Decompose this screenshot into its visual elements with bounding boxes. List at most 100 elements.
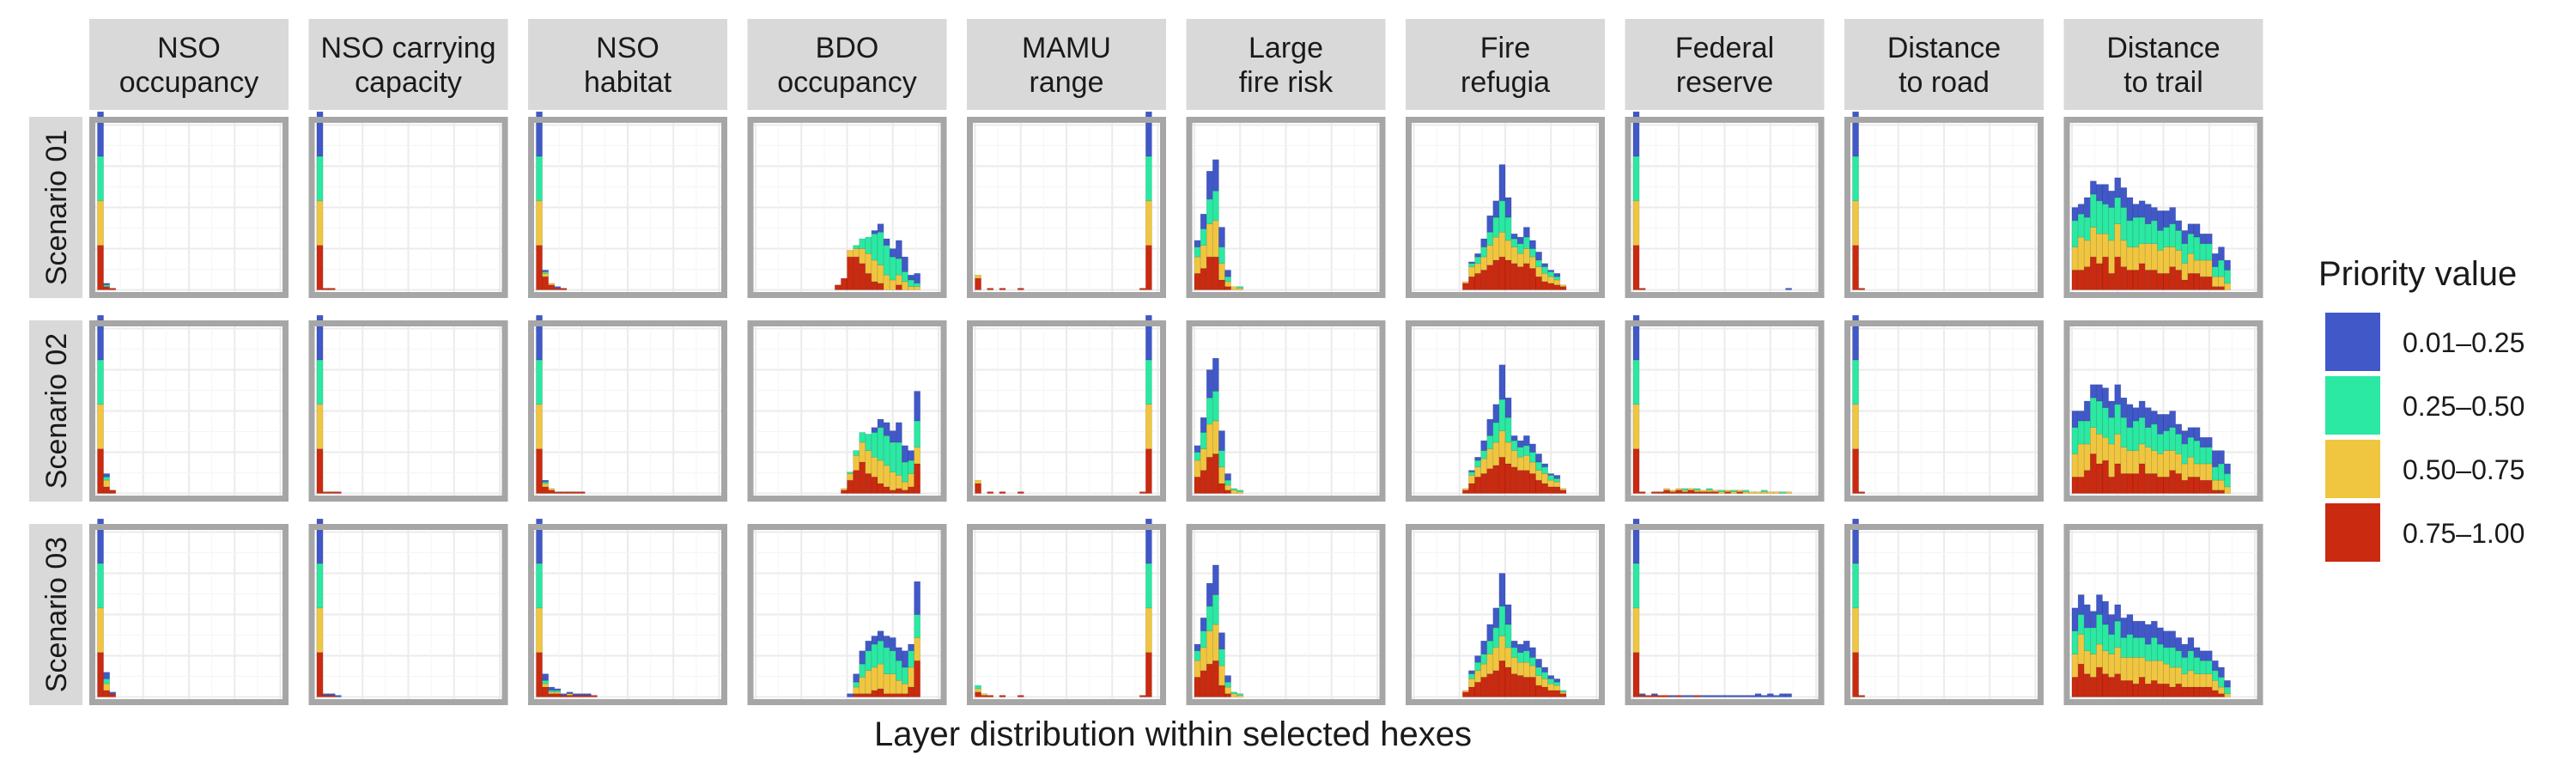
bar-segment	[2169, 666, 2177, 688]
bar-segment	[548, 490, 556, 494]
bar-segment	[883, 486, 890, 494]
panel-nso_hab-row2	[528, 314, 727, 502]
bar-segment	[1480, 247, 1487, 258]
bar-segment	[2151, 620, 2158, 638]
bar-segment	[1559, 693, 1567, 697]
bar-segment	[1687, 490, 1695, 494]
bar-segment	[1492, 647, 1500, 672]
bar-segment	[2144, 624, 2152, 645]
bar-segment	[883, 245, 890, 276]
bar-segment	[328, 288, 336, 290]
bar-segment	[2151, 679, 2158, 697]
column-strip-label: range	[1030, 66, 1104, 99]
bar-segment	[1852, 518, 1859, 564]
panel-road-row2	[1844, 314, 2044, 502]
bar-segment	[908, 486, 914, 494]
bar-segment	[1218, 430, 1225, 451]
bar-segment	[2175, 473, 2183, 494]
bar-segment	[103, 473, 110, 478]
bar-segment	[1516, 253, 1524, 267]
bar-segment	[847, 472, 854, 474]
bar-segment	[1498, 200, 1506, 233]
bar-segment	[2175, 666, 2183, 685]
bar-segment	[1480, 677, 1487, 697]
bar-segment	[2096, 434, 2103, 465]
bar-segment	[2218, 247, 2225, 261]
bar-segment	[2193, 259, 2201, 274]
bar-segment	[1724, 490, 1731, 492]
bar-segment	[2132, 204, 2140, 218]
bar-segment	[2175, 650, 2183, 668]
row-strip-background	[29, 117, 82, 298]
bar-segment	[1669, 490, 1676, 492]
bar-segment	[2218, 450, 2225, 465]
bar-segment	[1236, 490, 1244, 492]
bar-segment	[1206, 456, 1213, 494]
bar-segment	[1474, 476, 1481, 494]
bar-segment	[536, 404, 543, 449]
panel-border	[308, 320, 508, 502]
bar-segment	[1200, 432, 1207, 449]
bar-segment	[1139, 288, 1146, 290]
bar-segment	[1145, 155, 1152, 202]
bar-segment	[536, 518, 543, 564]
bar-segment	[97, 200, 104, 246]
panel-border	[89, 320, 289, 502]
bar-segment	[1529, 443, 1536, 453]
bar-segment	[2187, 670, 2195, 688]
panel-border	[528, 117, 727, 298]
bar-segment	[2205, 660, 2213, 674]
bar-segment	[1535, 666, 1542, 676]
bar-segment	[1212, 420, 1219, 454]
bar-segment	[1523, 661, 1530, 678]
bar-segment	[2187, 456, 2195, 478]
bar-segment	[2077, 614, 2085, 635]
bar-segment	[1651, 491, 1658, 494]
bar-segment	[2218, 686, 2225, 694]
bar-segment	[883, 238, 890, 246]
bar-segment	[2132, 450, 2140, 474]
bar-segment	[2224, 486, 2231, 494]
bar-segment	[566, 491, 574, 494]
bar-segment	[542, 683, 549, 688]
bar-segment	[1194, 677, 1201, 697]
bar-segment	[1547, 683, 1555, 691]
bar-segment	[1553, 481, 1561, 488]
bar-segment	[2120, 397, 2128, 418]
bar-segment	[1510, 435, 1518, 441]
bar-segment	[548, 488, 556, 490]
bar-segment	[2175, 230, 2183, 251]
bar-segment	[1651, 693, 1658, 696]
bar-segment	[914, 463, 920, 494]
bar-segment	[1504, 417, 1512, 443]
bar-segment	[2151, 220, 2158, 245]
bar-segment	[902, 666, 908, 685]
bar-segment	[334, 491, 342, 494]
bar-segment	[2108, 634, 2116, 654]
bar-segment	[2096, 263, 2103, 290]
bar-segment	[1194, 452, 1201, 461]
bar-segment	[1730, 695, 1737, 697]
bar-segment	[1516, 236, 1524, 245]
bar-segment	[2120, 679, 2128, 697]
bar-segment	[1510, 673, 1518, 697]
bar-segment	[871, 636, 878, 645]
bar-segment	[2138, 677, 2146, 697]
bar-segment	[536, 200, 543, 246]
bar-segment	[902, 693, 908, 697]
bar-segment	[914, 283, 920, 287]
bar-segment	[908, 460, 914, 474]
panel-border	[2063, 524, 2263, 705]
bar-segment	[2224, 283, 2231, 290]
bar-segment	[1230, 693, 1237, 697]
bar-segment	[853, 693, 860, 697]
bar-segment	[1480, 654, 1487, 665]
bar-segment	[2071, 207, 2079, 222]
bar-segment	[536, 111, 543, 157]
bar-segment	[2071, 677, 2079, 697]
bar-segment	[1852, 563, 1859, 609]
bar-segment	[889, 693, 896, 697]
bar-segment	[908, 666, 914, 688]
bar-segment	[1516, 470, 1524, 494]
